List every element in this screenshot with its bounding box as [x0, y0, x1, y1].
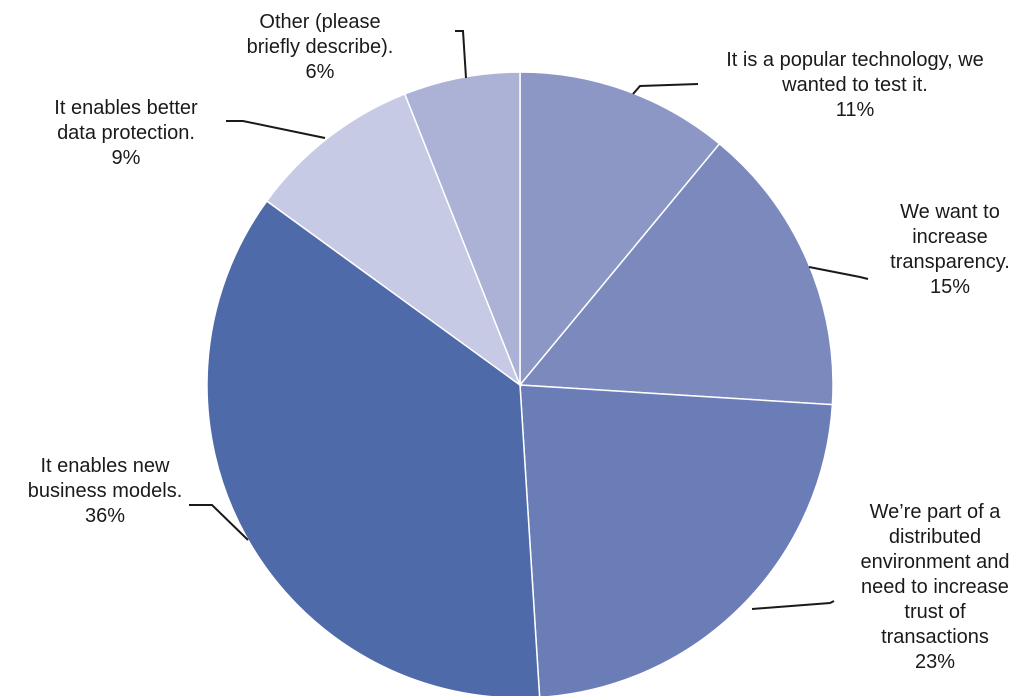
leader-line-1 [633, 84, 698, 94]
slice-label-2-line-2: increase [912, 226, 988, 248]
leader-line-5 [226, 121, 325, 138]
slice-label-5-line-2: data protection. [57, 122, 195, 144]
slice-label-3-line-6: transactions [881, 626, 989, 648]
slice-label-5: It enables better data protection. 9% [54, 97, 198, 169]
pie-slice-3 [520, 385, 832, 696]
slice-label-2: We want to increase transparency. 15% [890, 201, 1010, 298]
slice-value-label-6: 6% [306, 61, 335, 83]
slice-label-1-line-1: It is a popular technology, we [726, 49, 984, 71]
leader-line-2 [809, 267, 868, 279]
slice-label-3-line-1: We’re part of a [870, 501, 1002, 523]
slice-label-3-line-2: distributed [889, 526, 981, 548]
slice-value-label-3: 23% [915, 651, 955, 673]
slice-label-3-line-3: environment and [861, 551, 1010, 573]
slice-label-6-line-1: Other (please [259, 11, 380, 33]
slice-value-label-4: 36% [85, 505, 125, 527]
slice-label-5-line-1: It enables better [54, 97, 198, 119]
leader-line-6 [455, 31, 466, 78]
slice-label-3-line-4: need to increase [861, 576, 1009, 598]
slice-label-3: We’re part of a distributed environment an… [861, 501, 1010, 673]
slice-label-6-line-2: briefly describe). [247, 36, 394, 58]
slice-label-1-line-2: wanted to test it. [781, 74, 928, 96]
slice-label-4-line-2: business models. [28, 480, 183, 502]
slice-label-6: Other (please briefly describe). 6% [247, 11, 394, 83]
leader-line-3 [752, 601, 834, 609]
slice-label-4-line-1: It enables new [41, 455, 171, 477]
pie-slices [207, 72, 833, 696]
slice-label-4: It enables new business models. 36% [28, 455, 183, 527]
slice-label-3-line-5: trust of [904, 601, 966, 623]
slice-value-label-1: 11% [836, 99, 875, 121]
slice-label-1: It is a popular technology, we wanted to … [726, 49, 984, 121]
slice-label-2-line-3: transparency. [890, 251, 1010, 273]
slice-value-label-5: 9% [112, 147, 141, 169]
slice-value-label-2: 15% [930, 276, 970, 298]
slice-label-2-line-1: We want to [900, 201, 1000, 223]
